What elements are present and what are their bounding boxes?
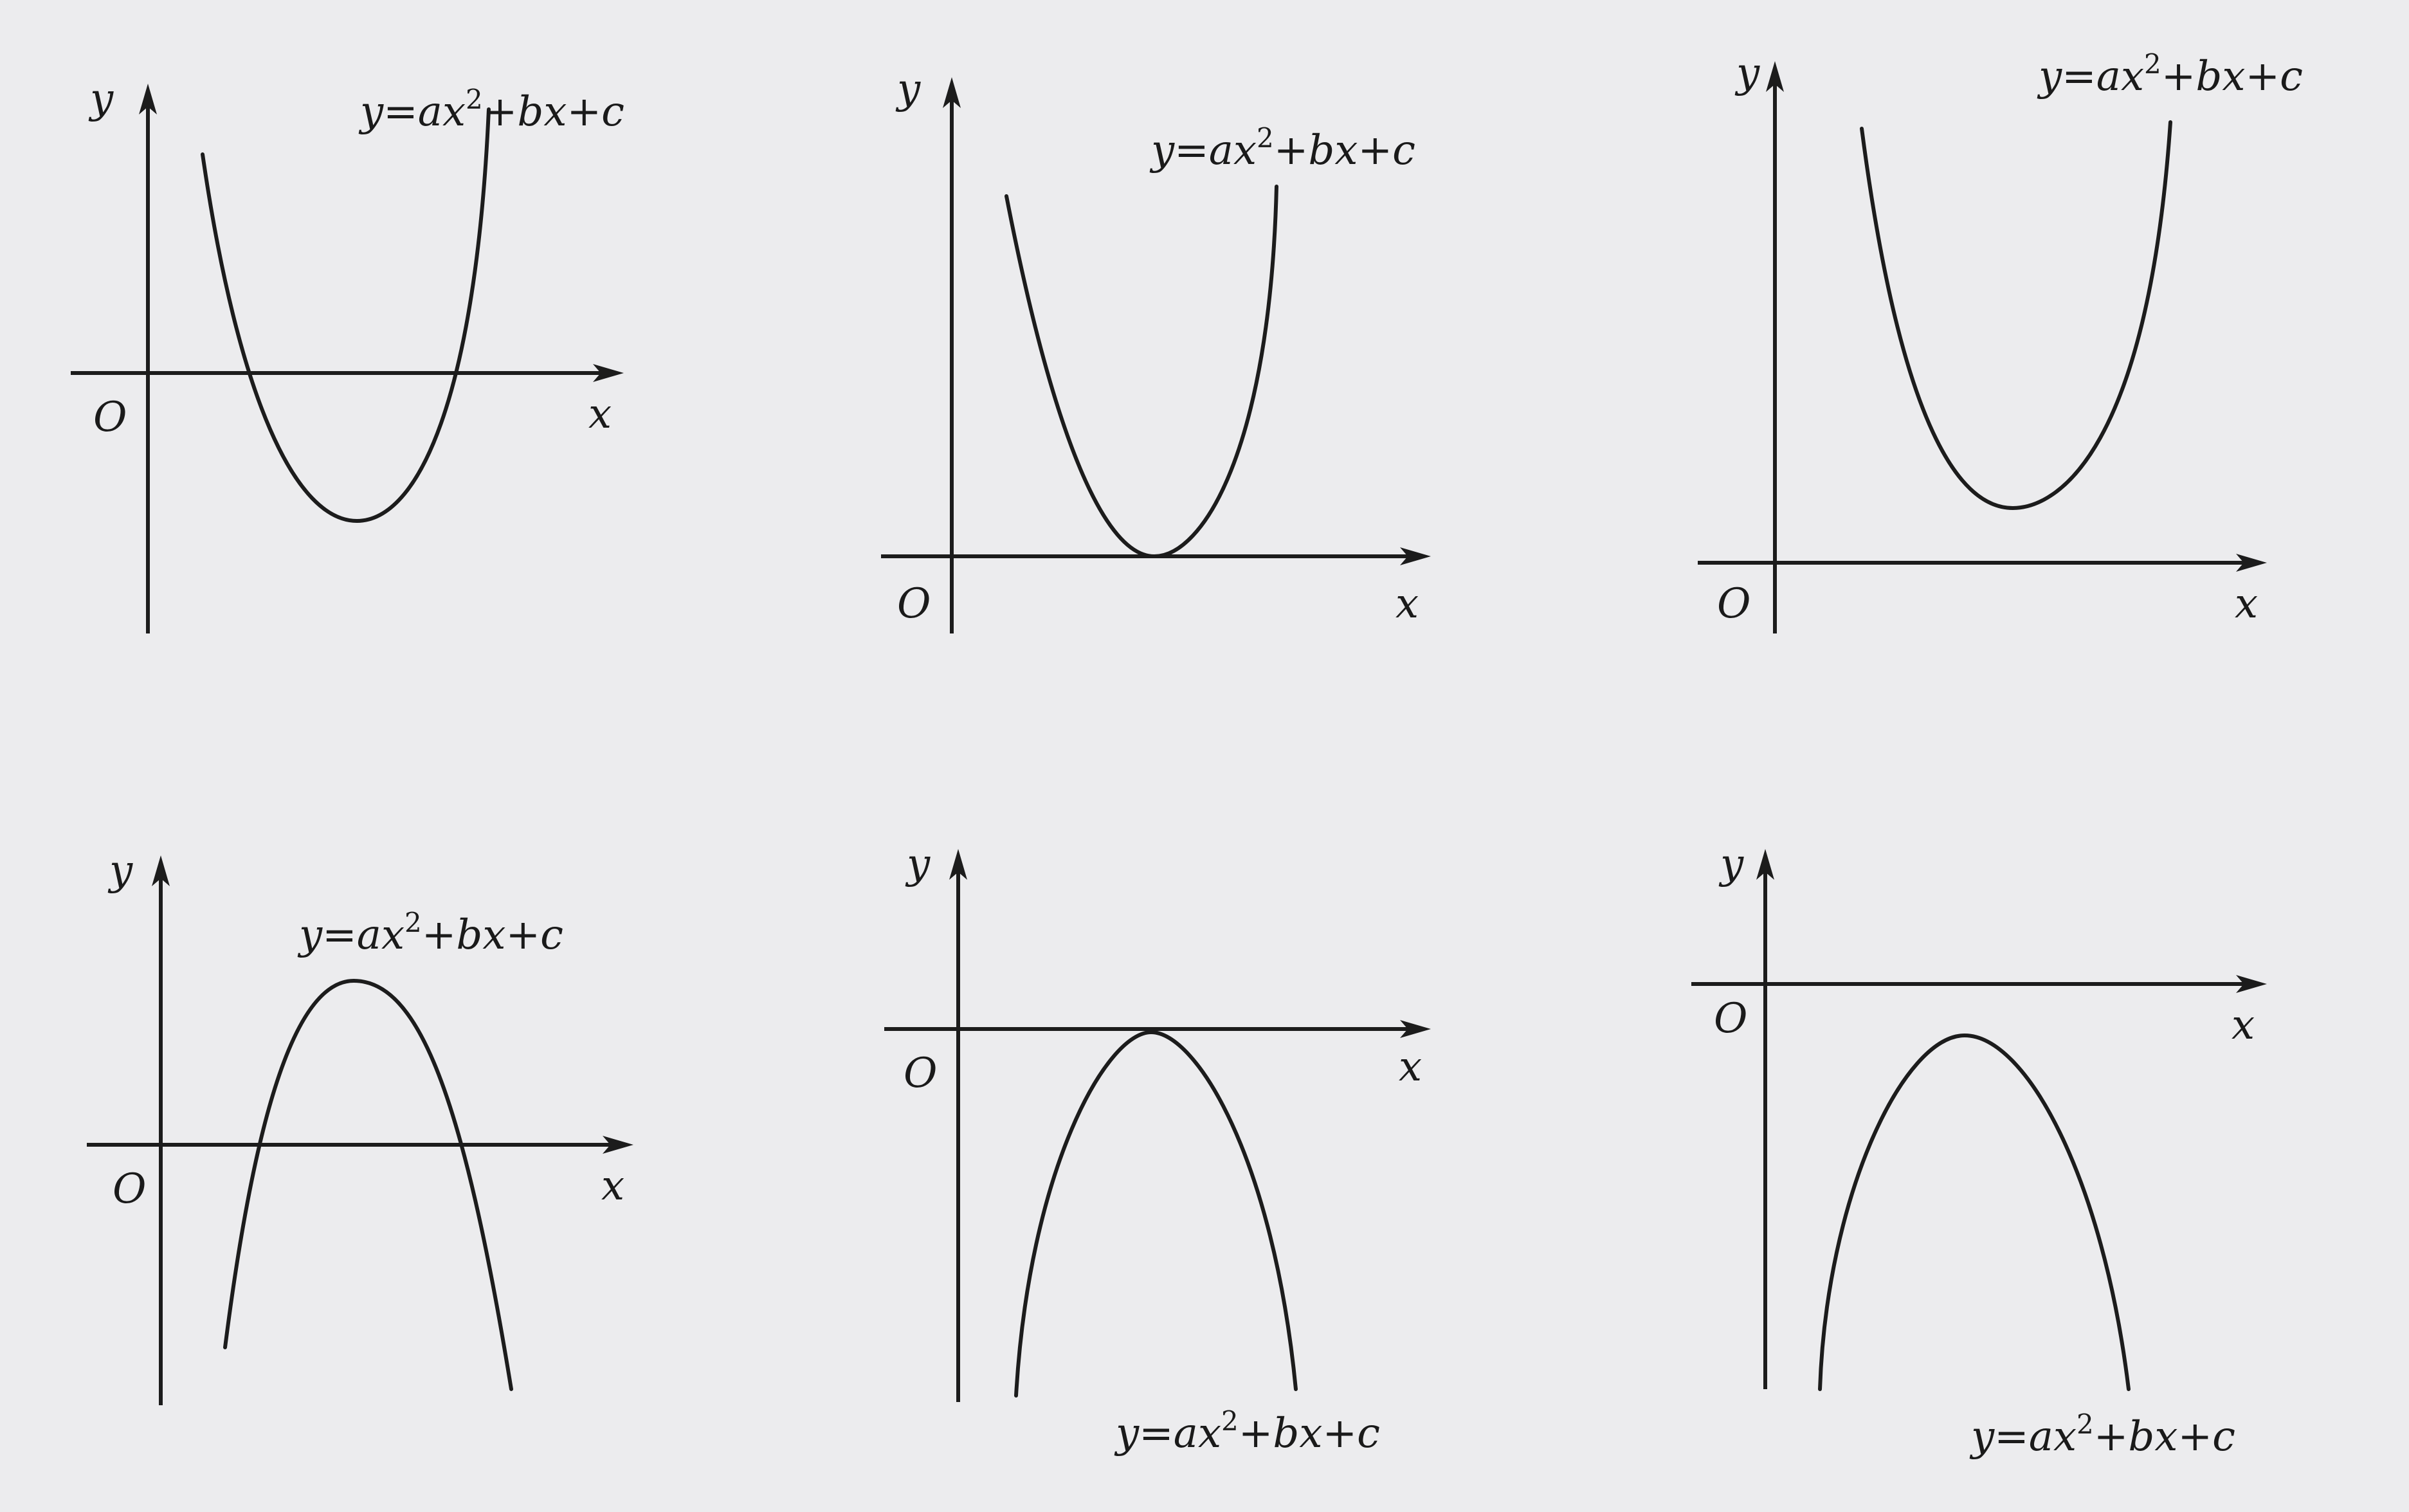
y-axis-arrow-icon	[1756, 849, 1774, 880]
equation-label: y=ax2+bx+c	[358, 84, 624, 136]
x-axis-label: x	[1399, 1043, 1422, 1091]
origin-label: O	[1714, 995, 1747, 1043]
parabola-curve	[1818, 1033, 2131, 1391]
equation-label: y=ax2+bx+c	[1149, 122, 1415, 174]
y-axis-arrow-icon	[152, 855, 170, 886]
equation-label: y=ax2+bx+c	[2037, 48, 2303, 100]
origin-label: O	[1717, 580, 1750, 628]
origin-label: O	[904, 1050, 937, 1097]
y-axis-label: y	[88, 75, 114, 123]
y-axis-label: y	[895, 66, 921, 113]
x-axis-arrow-icon	[2236, 975, 2267, 993]
parabola-curve	[1860, 120, 2172, 511]
x-axis-arrow-icon	[2236, 554, 2267, 572]
y-axis-label: y	[1734, 50, 1760, 97]
y-axis-arrow-icon	[943, 77, 961, 108]
x-axis-arrow-icon	[603, 1136, 633, 1154]
origin-label: O	[897, 580, 931, 628]
y-axis-arrow-icon	[1766, 61, 1784, 92]
x-axis-arrow-icon	[1400, 1020, 1431, 1038]
x-axis-label: x	[601, 1162, 624, 1210]
parabola-curve	[1005, 185, 1278, 559]
x-axis-arrow-icon	[593, 364, 624, 382]
x-axis-label: x	[588, 390, 612, 438]
equation-label: y=ax2+bx+c	[1114, 1405, 1380, 1457]
equation-label: y=ax2+bx+c	[1969, 1408, 2235, 1461]
y-axis-label: y	[905, 841, 931, 888]
origin-label: O	[113, 1165, 146, 1213]
equation-label: y=ax2+bx+c	[297, 907, 563, 959]
x-axis-arrow-icon	[1400, 547, 1431, 565]
y-axis-label: y	[107, 847, 133, 895]
y-axis-arrow-icon	[949, 849, 967, 880]
origin-label: O	[93, 394, 127, 441]
parabola-curve	[201, 107, 491, 524]
x-axis-label: x	[2232, 1001, 2255, 1049]
y-axis-label: y	[1718, 841, 1744, 888]
y-axis-arrow-icon	[139, 84, 157, 114]
x-axis-label: x	[2235, 580, 2258, 628]
parabola-curve	[223, 978, 513, 1391]
parabola-curve	[1014, 1030, 1298, 1398]
x-axis-label: x	[1395, 580, 1419, 628]
